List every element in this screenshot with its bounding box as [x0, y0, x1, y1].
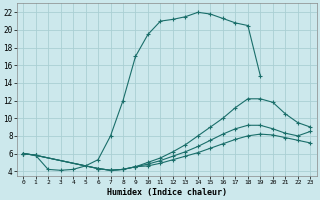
X-axis label: Humidex (Indice chaleur): Humidex (Indice chaleur)	[107, 188, 227, 197]
